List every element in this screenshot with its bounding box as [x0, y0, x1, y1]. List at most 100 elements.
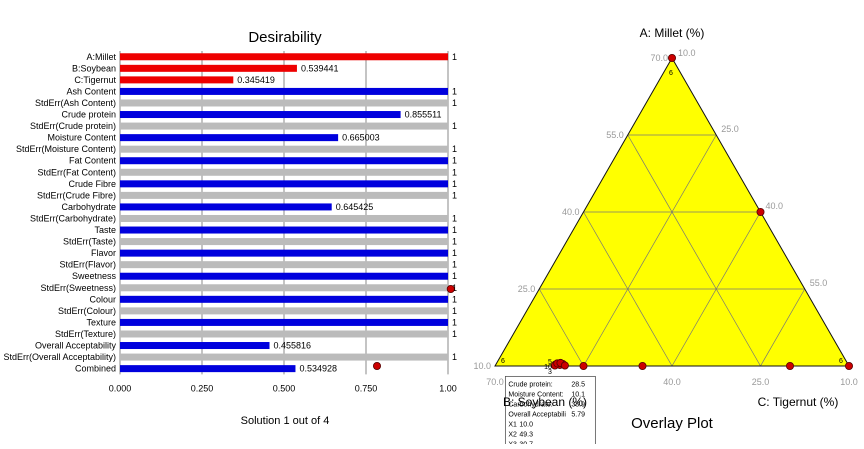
- desirability-x-label: Solution 1 out of 4: [241, 415, 330, 427]
- ternary-vertex-counts: 6 6 6: [501, 70, 843, 365]
- category-label: StdErr(Overall Acceptability): [3, 352, 116, 362]
- category-label: Carbohydrate: [61, 202, 116, 212]
- bar-factor: [120, 76, 234, 84]
- flag-row-value: 5.79: [571, 411, 585, 418]
- category-label: StdErr(Crude Fibre): [37, 190, 116, 200]
- category-label: Moisture Content: [47, 133, 116, 143]
- value-label: 0.534928: [299, 364, 337, 374]
- category-label: B:Soybean: [72, 63, 116, 73]
- category-label: Overall Acceptability: [35, 341, 117, 351]
- category-label: Taste: [94, 225, 116, 235]
- x-tick-label: 1.00: [439, 383, 457, 393]
- value-label: 1: [452, 86, 457, 96]
- bar-factor: [120, 64, 297, 72]
- bar-response: [120, 134, 339, 142]
- bar-response: [120, 226, 448, 234]
- bar-stderr: [120, 284, 448, 292]
- category-label: Flavor: [91, 248, 116, 258]
- a-tick-label: 10.0: [473, 361, 491, 371]
- category-label: StdErr(Colour): [58, 306, 116, 316]
- value-label: 1: [452, 317, 457, 327]
- value-label: 1: [452, 306, 457, 316]
- x-tick-label: 0.500: [273, 383, 296, 393]
- gridline: [760, 288, 806, 367]
- category-label: StdErr(Flavor): [59, 260, 116, 270]
- a-tick-label: 40.0: [562, 207, 580, 217]
- flag-row-value: 49.3: [519, 431, 533, 438]
- category-label: StdErr(Texture): [55, 329, 116, 339]
- ternary-gridlines: [538, 134, 806, 367]
- flag-row-value: 33.9: [571, 401, 585, 408]
- bar-stderr: [120, 145, 448, 153]
- category-label: StdErr(Carbohydrate): [30, 213, 116, 223]
- flag-row-label: Crude protein:: [508, 381, 552, 388]
- design-point: [372, 361, 381, 370]
- flag-row-value: 28.5: [571, 381, 585, 388]
- design-point: [668, 54, 677, 63]
- category-label: StdErr(Fat Content): [37, 167, 116, 177]
- bar-response: [120, 87, 448, 95]
- x-tick-label: 0.750: [355, 383, 378, 393]
- design-point: [786, 361, 795, 370]
- value-label: 1: [452, 225, 457, 235]
- category-label: Crude protein: [61, 110, 116, 120]
- value-label: 1: [452, 144, 457, 154]
- vertex-count-a: 6: [669, 70, 673, 77]
- value-label: 1: [452, 237, 457, 247]
- desirability-bars: [120, 53, 448, 373]
- value-label: 0.665003: [342, 133, 380, 143]
- design-point: [579, 361, 588, 370]
- optimum-count-label: 3: [548, 369, 552, 376]
- bar-stderr: [120, 214, 448, 222]
- b-tick-label: 25.0: [752, 377, 770, 387]
- category-label: Sweetness: [72, 271, 117, 281]
- bar-response: [120, 365, 296, 373]
- design-point: [638, 361, 647, 370]
- bar-response: [120, 180, 448, 188]
- value-label: 0.645425: [336, 202, 374, 212]
- a-tick-label: 25.0: [518, 284, 536, 294]
- optimum-count-label: 10: [544, 364, 552, 371]
- bar-stderr: [120, 191, 448, 199]
- optimum-point: [560, 361, 569, 370]
- flag-row-label: X2: [508, 431, 517, 438]
- b-tick-label: 70.0: [486, 377, 504, 387]
- gridline: [583, 134, 717, 367]
- bar-stderr: [120, 261, 448, 269]
- value-label: 0.539441: [301, 63, 339, 73]
- b-tick-label: 40.0: [663, 377, 681, 387]
- design-point: [446, 284, 455, 293]
- value-label: 0.345419: [237, 75, 275, 85]
- category-label: Colour: [89, 294, 116, 304]
- b-tick-label: 10.0: [840, 377, 858, 387]
- category-label: Crude Fibre: [68, 179, 116, 189]
- value-label: 1: [452, 52, 457, 62]
- flag-row-label: Overall Acceptabili: [508, 411, 566, 418]
- value-label: 1: [452, 156, 457, 166]
- value-label: 1: [452, 121, 457, 131]
- overlay-title: Overlay Plot: [631, 415, 714, 432]
- bar-stderr: [120, 307, 448, 315]
- c-tick-label: 25.0: [721, 124, 739, 134]
- c-tick-label: 40.0: [766, 201, 784, 211]
- flag-row-value: 10.1: [571, 391, 585, 398]
- overlay-flag-box: [504, 375, 596, 449]
- value-label: 1: [452, 294, 457, 304]
- category-label: StdErr(Moisture Content): [16, 144, 116, 154]
- value-label: 1: [452, 271, 457, 281]
- bar-response: [120, 203, 332, 211]
- bar-response: [120, 295, 448, 303]
- desirability-title: Desirability: [248, 29, 322, 46]
- x-tick-label: 0.000: [109, 383, 132, 393]
- flag-row-value: 10.0: [519, 421, 533, 428]
- bar-response: [120, 111, 401, 119]
- value-label: 1: [452, 98, 457, 108]
- c-tick-label: 55.0: [810, 278, 828, 288]
- category-label: C:Tigernut: [74, 75, 116, 85]
- x-tick-label: 0.250: [191, 383, 214, 393]
- flag-row-label: Moisture Content:: [508, 391, 563, 398]
